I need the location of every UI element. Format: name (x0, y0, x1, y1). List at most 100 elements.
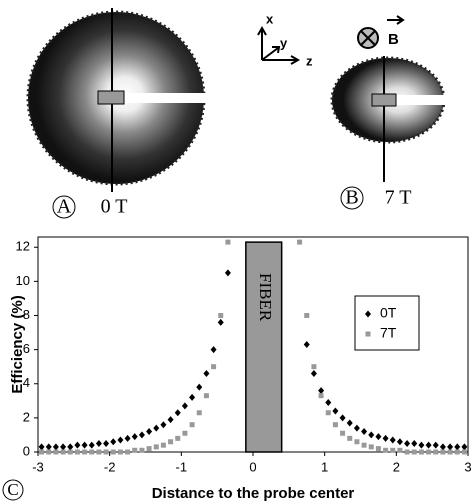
field-direction-label: B (388, 31, 399, 48)
data-point (103, 449, 109, 455)
data-point (390, 447, 396, 453)
y-tick-label: 12 (16, 239, 30, 254)
data-point (375, 433, 382, 441)
legend-marker (365, 310, 371, 318)
data-point (311, 364, 317, 370)
x-tick-label: -2 (104, 459, 116, 474)
data-point (74, 449, 80, 455)
panel-a-image (26, 8, 206, 192)
data-point (340, 430, 346, 436)
data-point (218, 312, 224, 318)
fiber-label: FIBER (256, 273, 275, 322)
y-axis-label: Efficiency (%) (9, 295, 26, 393)
data-point (60, 443, 67, 451)
data-point (447, 449, 453, 455)
y-tick-label: 8 (23, 307, 30, 322)
data-point (174, 409, 181, 417)
data-point (297, 239, 303, 245)
data-point (432, 441, 439, 449)
data-point (404, 449, 410, 455)
x-tick-label: 0 (249, 459, 256, 474)
panel-letter: B (345, 187, 358, 209)
data-point (110, 438, 117, 446)
data-point (433, 449, 439, 455)
panel-b-image (330, 56, 446, 182)
data-point (389, 436, 396, 444)
x-tick-label: 3 (464, 459, 471, 474)
data-point (88, 441, 95, 449)
data-point (454, 449, 460, 455)
field-label: 7 T (385, 187, 412, 209)
data-point (60, 449, 66, 455)
legend-label: 0T (380, 305, 397, 321)
data-point (167, 416, 174, 424)
field-symbol (357, 15, 405, 49)
data-point (196, 383, 203, 391)
data-point (447, 443, 454, 451)
data-point (383, 447, 389, 453)
y-tick-label: 2 (23, 409, 30, 424)
data-point (303, 341, 310, 348)
data-point (404, 439, 411, 447)
data-point (45, 443, 52, 451)
data-point (117, 449, 123, 455)
data-point (189, 422, 195, 428)
data-point (175, 435, 181, 441)
data-point (74, 441, 81, 449)
data-point (203, 393, 209, 399)
data-point (89, 449, 95, 455)
data-point (332, 422, 338, 428)
data-point (224, 269, 231, 277)
data-point (318, 387, 325, 395)
data-point (139, 447, 145, 453)
panel-letter: C (7, 480, 18, 499)
legend-box (354, 295, 420, 351)
panel-letter: A (57, 196, 72, 218)
data-point (353, 424, 360, 432)
data-point (67, 449, 73, 455)
y-tick-label: 0 (23, 443, 30, 458)
data-point (354, 439, 360, 445)
data-point (411, 449, 417, 455)
data-point (160, 442, 166, 448)
data-point (439, 443, 446, 451)
data-point (411, 439, 418, 447)
data-point (318, 393, 324, 399)
data-point (347, 435, 353, 441)
data-point (382, 434, 389, 442)
x-tick-label: 2 (393, 459, 400, 474)
field-label: 0 T (101, 196, 128, 218)
data-point (146, 446, 152, 452)
axes-icon (257, 25, 301, 65)
data-point (131, 433, 138, 441)
data-point (46, 449, 52, 455)
data-point (125, 449, 131, 455)
data-point (53, 449, 59, 455)
data-point (181, 402, 188, 410)
data-point (82, 449, 88, 455)
axis-icon-label: x (266, 11, 274, 26)
data-point (160, 421, 167, 429)
data-point (153, 424, 160, 432)
data-point (38, 443, 45, 451)
data-point (103, 439, 110, 447)
data-point (346, 419, 353, 427)
data-point (454, 443, 461, 451)
letter-circle (52, 195, 76, 219)
data-point (124, 434, 131, 442)
data-point (189, 393, 196, 401)
data-point (211, 364, 217, 370)
data-point (396, 438, 403, 446)
data-point (110, 449, 116, 455)
y-tick-label: 10 (16, 273, 30, 288)
fiber (245, 241, 283, 453)
data-point (196, 410, 202, 416)
data-point (217, 318, 224, 326)
letter-circle (340, 186, 364, 210)
data-point (67, 443, 74, 451)
data-point (95, 439, 102, 447)
data-point (440, 449, 446, 455)
